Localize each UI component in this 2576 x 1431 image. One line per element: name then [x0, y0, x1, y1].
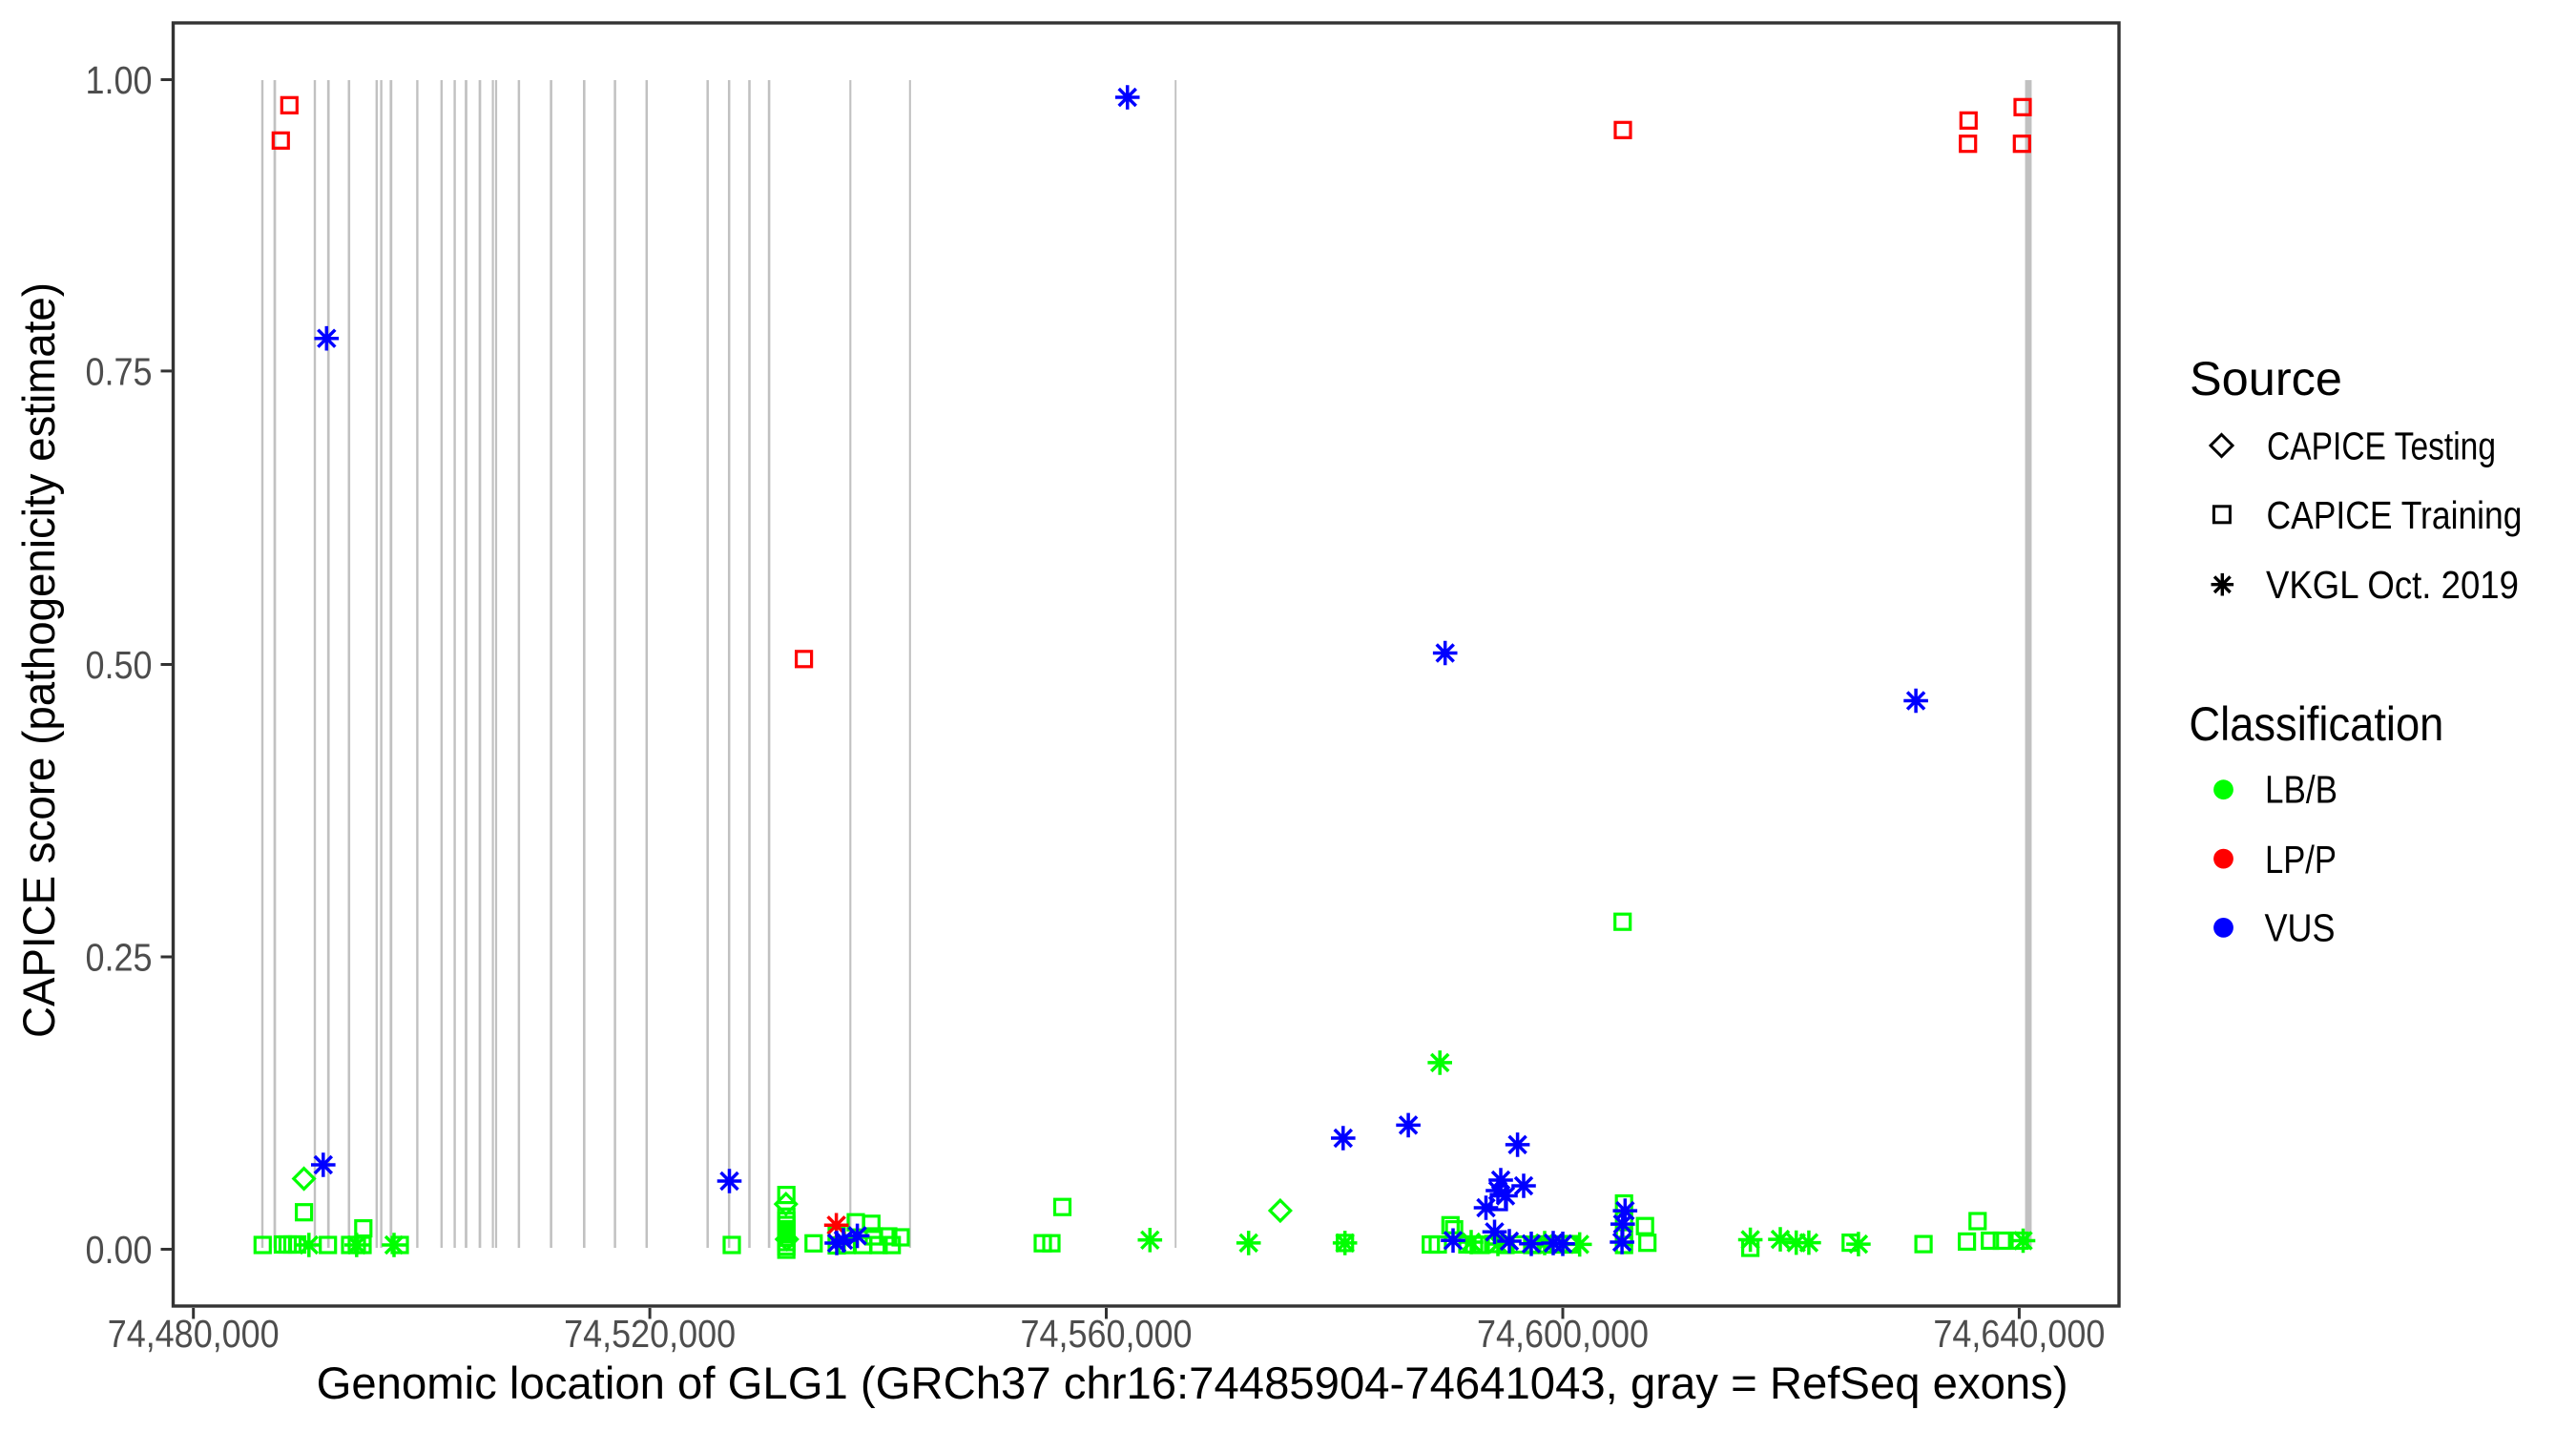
- svg-text:74,520,000: 74,520,000: [564, 1312, 736, 1356]
- svg-text:CAPICE score (pathogenicity es: CAPICE score (pathogenicity estimate): [13, 282, 64, 1038]
- svg-text:74,600,000: 74,600,000: [1477, 1312, 1649, 1356]
- svg-text:Classification: Classification: [2189, 697, 2443, 751]
- svg-text:0.75: 0.75: [86, 349, 153, 393]
- svg-text:0.25: 0.25: [86, 936, 153, 980]
- svg-text:LP/P: LP/P: [2265, 838, 2337, 881]
- svg-text:74,640,000: 74,640,000: [1933, 1312, 2105, 1356]
- svg-text:74,560,000: 74,560,000: [1021, 1312, 1193, 1356]
- svg-text:Genomic location of GLG1 (GRCh: Genomic location of GLG1 (GRCh37 chr16:7…: [317, 1358, 2068, 1408]
- svg-text:VUS: VUS: [2265, 905, 2336, 949]
- svg-text:1.00: 1.00: [86, 58, 153, 102]
- svg-text:CAPICE Testing: CAPICE Testing: [2267, 425, 2496, 468]
- svg-text:74,480,000: 74,480,000: [108, 1312, 280, 1356]
- svg-text:0.00: 0.00: [86, 1228, 153, 1272]
- svg-text:CAPICE Training: CAPICE Training: [2267, 493, 2523, 537]
- svg-text:0.50: 0.50: [86, 643, 153, 687]
- svg-text:VKGL Oct. 2019: VKGL Oct. 2019: [2266, 563, 2519, 607]
- svg-text:Source: Source: [2190, 352, 2342, 405]
- svg-text:LB/B: LB/B: [2265, 768, 2337, 812]
